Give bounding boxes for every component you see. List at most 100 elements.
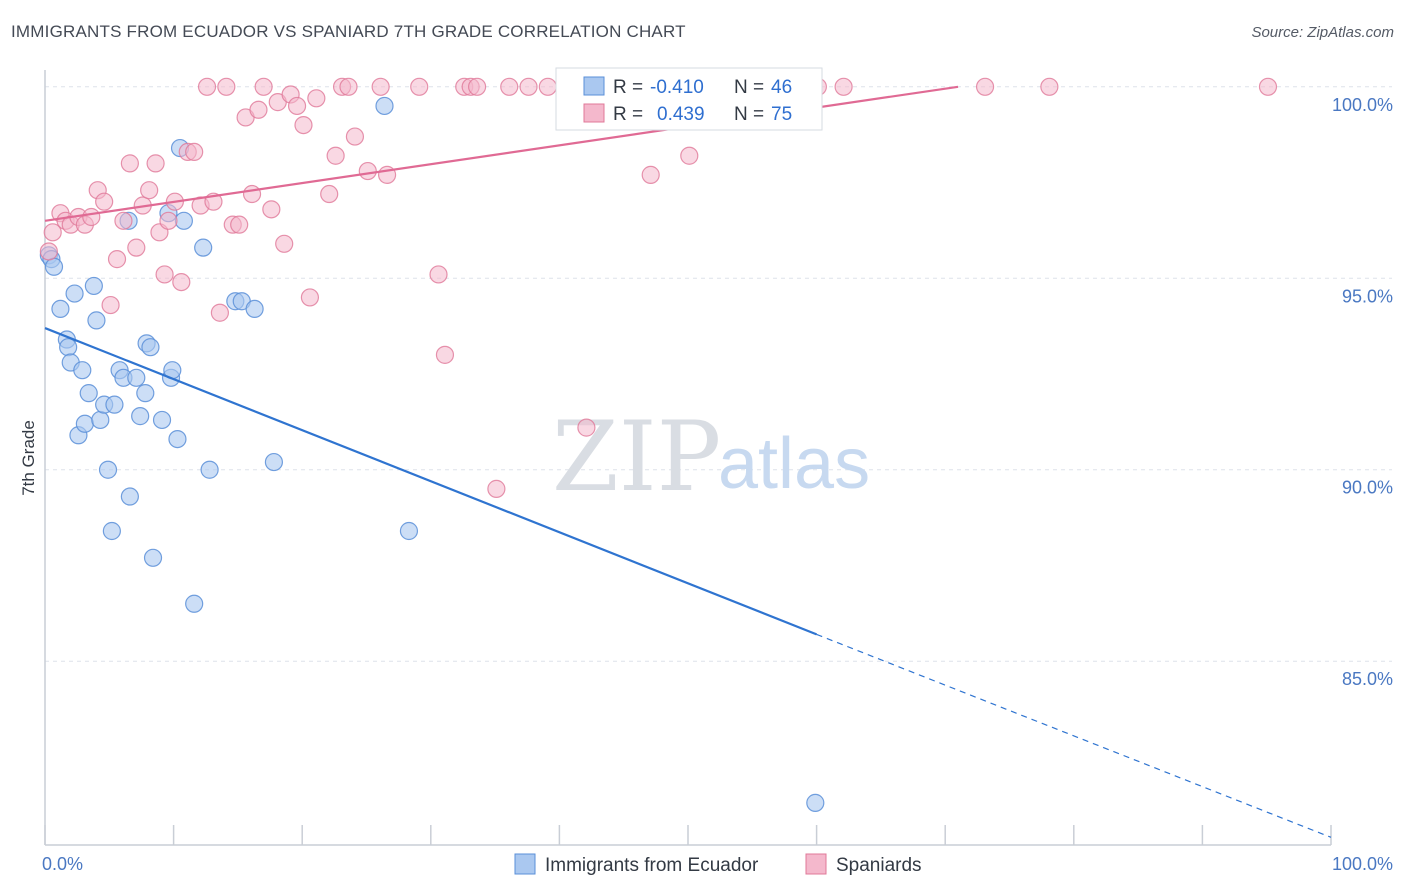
spaniards-point-69 (834, 77, 853, 96)
y-axis-tick-labels: 100.0% 95.0% 90.0% 85.0% (1332, 95, 1393, 689)
y-tick-label-2: 90.0% (1342, 478, 1393, 498)
spaniards-point-71 (1040, 77, 1059, 96)
ecuador-point-23 (131, 407, 150, 426)
ecuador-point-28 (152, 410, 172, 430)
ecuador-point-26 (141, 338, 160, 357)
trendline-ecuador (44, 327, 818, 636)
ecuador-point-37 (200, 460, 219, 479)
ecuador-point-32 (168, 429, 187, 449)
legend-r-value-spaniards: 0.439 (657, 104, 705, 125)
legend-r-value-ecuador: -0.410 (650, 77, 704, 98)
spaniards-point-31 (230, 215, 249, 234)
spaniards-point-9 (95, 192, 114, 211)
spaniards-point-64 (641, 165, 660, 184)
spaniards-point-16 (140, 181, 159, 200)
spaniards-point-13 (120, 154, 139, 173)
legend-bottom-label-spaniards: Spaniards (836, 855, 922, 876)
ecuador-point-2 (44, 257, 64, 276)
x-axis-ticks (44, 825, 1332, 845)
legend-n-value-ecuador: 46 (771, 77, 792, 98)
legend-bottom-swatch-ecuador (514, 853, 536, 875)
y-tick-label-1: 95.0% (1342, 286, 1393, 306)
spaniards-point-7 (82, 207, 101, 227)
spaniards-point-53 (429, 265, 448, 284)
ecuador-point-43 (399, 521, 419, 541)
spaniards-point-50 (371, 77, 390, 96)
spaniards-point-40 (287, 96, 307, 116)
spaniards-point-45 (326, 146, 345, 165)
ecuador-point-27 (143, 548, 163, 567)
legend-r-label-spaniards: R = (613, 104, 643, 125)
ecuador-point-36 (194, 238, 213, 257)
spaniards-point-72 (1258, 77, 1278, 96)
spaniards-point-17 (146, 154, 165, 173)
ecuador-point-10 (75, 414, 94, 433)
spaniards-point-35 (254, 77, 273, 96)
spaniards-point-34 (249, 100, 268, 119)
ecuador-point-9 (73, 361, 92, 380)
spaniards-point-43 (307, 89, 326, 108)
spaniards-point-28 (210, 303, 229, 322)
spaniards-point-57 (467, 77, 487, 96)
y-tick-label-3: 85.0% (1342, 669, 1393, 689)
trendline-ecuador-extension (816, 633, 1332, 838)
ecuador-point-12 (84, 276, 103, 296)
ecuador-point-18 (105, 395, 124, 414)
legend-bottom-swatch-spaniards (805, 853, 827, 875)
spaniards-point-62 (577, 418, 596, 437)
spaniards-point-70 (975, 77, 995, 96)
spaniards-point-41 (294, 115, 313, 135)
legend-series: Immigrants from Ecuador Spaniards (514, 853, 922, 876)
spaniards-point-52 (410, 77, 429, 96)
legend-bottom-label-ecuador: Immigrants from Ecuador (545, 855, 759, 876)
ecuador-point-13 (87, 311, 106, 330)
ecuador-point-5 (59, 338, 78, 357)
ecuador-point-7 (65, 284, 84, 303)
legend-r-label-ecuador: R = (613, 77, 643, 98)
spaniards-point-49 (358, 161, 377, 181)
watermark-atlas: atlas (718, 424, 870, 504)
ecuador-point-44 (806, 793, 825, 812)
ecuador-point-34 (174, 211, 193, 230)
spaniards-point-22 (172, 272, 191, 292)
spaniards-point-29 (217, 77, 236, 96)
spaniards-point-19 (155, 265, 174, 284)
spaniards-point-44 (320, 184, 339, 204)
spaniards-point-10 (101, 295, 120, 315)
spaniards-point-42 (300, 288, 320, 307)
chart-source: Source: ZipAtlas.com (1251, 24, 1394, 41)
ecuador-point-22 (127, 368, 146, 387)
watermark-zip: ZIP (552, 401, 721, 513)
chart-title: IMMIGRANTS FROM ECUADOR VS SPANIARD 7TH … (11, 22, 686, 41)
grid-lines (45, 86, 1392, 662)
x-axis-tick-labels: 0.0% 100.0% (42, 854, 1393, 874)
spaniards-point-58 (487, 479, 506, 498)
spaniards-point-38 (275, 234, 294, 253)
spaniards-point-1 (43, 223, 62, 242)
ecuador-point-24 (136, 384, 155, 403)
spaniards-point-20 (159, 211, 178, 230)
spaniards-point-33 (242, 184, 262, 204)
spaniards-point-59 (500, 77, 519, 96)
spaniards-point-66 (680, 146, 699, 165)
spaniards-point-14 (127, 238, 146, 257)
legend-swatch-spaniards (583, 103, 605, 123)
spaniards-point-61 (538, 77, 557, 96)
ecuador-point-41 (264, 452, 284, 472)
spaniards-point-48 (345, 127, 365, 146)
ecuador-point-11 (79, 384, 98, 403)
y-axis-label: 7th Grade (19, 420, 38, 496)
legend-correlation: R = -0.410 N = 46 R = 0.439 N = 75 (555, 67, 823, 131)
spaniards-point-24 (185, 142, 204, 162)
ecuador-point-42 (375, 96, 394, 116)
spaniards-point-0 (39, 242, 58, 261)
ecuador-point-35 (185, 594, 204, 613)
legend-n-value-spaniards: 75 (771, 104, 792, 125)
ecuador-point-40 (245, 299, 264, 319)
spaniards-point-12 (114, 211, 133, 230)
x-tick-label-0: 0.0% (42, 854, 83, 874)
x-tick-label-1: 100.0% (1332, 854, 1393, 874)
spaniards-point-11 (107, 250, 127, 269)
legend-n-label-ecuador: N = (734, 77, 764, 98)
ecuador-point-17 (102, 521, 121, 541)
